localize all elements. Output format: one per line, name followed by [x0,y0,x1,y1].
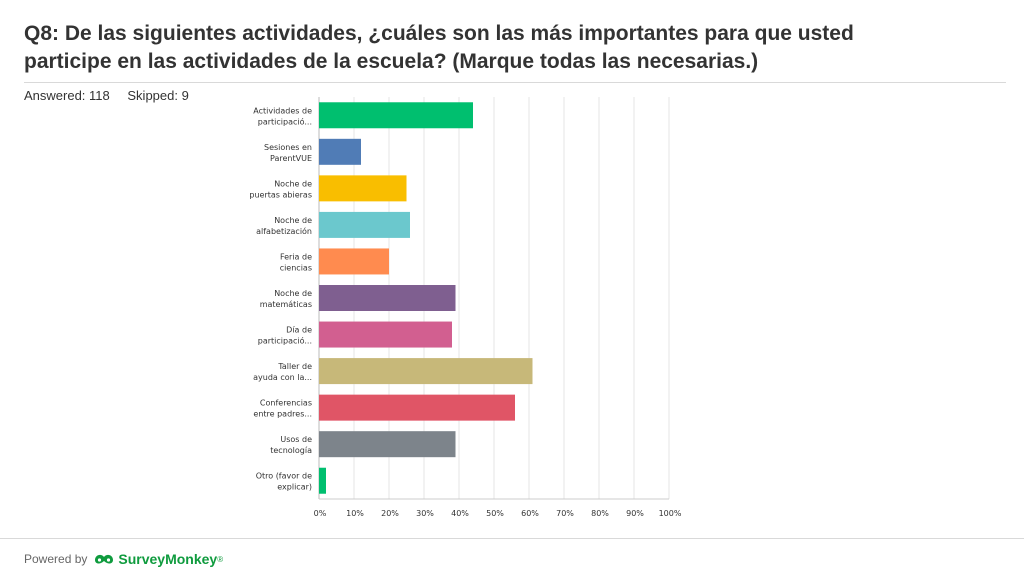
bar[interactable] [319,138,361,165]
category-label: Actividades de participació... [253,106,312,126]
surveymonkey-brand-text: SurveyMonkey [118,551,218,567]
category-label-line: puertas abieras [249,190,312,199]
x-tick-label: 50% [486,509,504,518]
x-tick-label: 80% [591,509,609,518]
category-label: Usos de tecnología [270,435,312,455]
bar[interactable] [319,175,407,202]
category-label-line: tecnología [270,446,312,455]
category-label-line: entre padres... [253,410,312,419]
category-label-line: Día de [286,326,312,335]
x-tick-label: 60% [521,509,539,518]
category-label-line: Otro (favor de [256,472,312,481]
category-label-line: Noche de [274,216,312,225]
bar[interactable] [319,431,456,458]
footer-divider [0,538,1024,539]
chart-bars [319,102,533,494]
x-tick-label: 40% [451,509,469,518]
category-label: Noche de matemáticas [260,289,312,309]
x-tick-label: 30% [416,509,434,518]
surveymonkey-logo-icon [95,554,114,564]
x-tick-label: 0% [314,509,327,518]
category-label: Otro (favor de explicar) [256,472,312,492]
bar[interactable] [319,102,473,129]
category-label-line: participació... [258,336,312,346]
bar[interactable] [319,321,452,348]
bar[interactable] [319,248,389,275]
category-label: Taller de ayuda con la... [253,362,312,382]
category-label-line: Usos de [280,435,312,444]
category-label-line: Actividades de [253,106,312,115]
question-title-line-1: Q8: De las siguientes actividades, ¿cuál… [24,22,854,45]
x-tick-label: 20% [381,509,399,518]
category-label-line: ayuda con la... [253,373,312,382]
bar[interactable] [319,211,410,238]
surveymonkey-logo[interactable]: SurveyMonkey ® [93,551,223,567]
x-tick-label: 10% [346,509,364,518]
question-title: Q8: De las siguientes actividades, ¿cuál… [24,20,1004,76]
bar[interactable] [319,285,456,311]
category-label: Día de participació... [258,326,312,346]
category-label: Conferencias entre padres... [253,399,312,419]
category-label-line: alfabetización [256,226,312,236]
category-label-line: Noche de [274,179,312,188]
category-label-line: Feria de [280,252,312,261]
question-title-line-2: participe en las actividades de la escue… [24,50,759,73]
category-label: Noche de alfabetización [256,216,312,236]
category-label: Feria de ciencias [280,252,312,272]
x-tick-label: 100% [659,509,682,518]
category-label: Sesiones en ParentVUE [264,143,312,163]
category-label-line: explicar) [277,483,312,492]
powered-by-label: Powered by [24,552,88,566]
title-divider [24,82,1006,83]
bar[interactable] [319,394,515,421]
bar[interactable] [319,467,326,494]
category-label: Noche de puertas abieras [249,179,312,199]
answered-count: Answered: 118 [24,88,110,103]
x-tick-label: 70% [556,509,574,518]
category-label-line: Taller de [277,362,312,371]
category-label-line: Conferencias [260,399,312,408]
chart-x-tick-labels: 0% 10% 20% 30% 40% 50% 60% 70% 80% 90% 100% [314,509,682,518]
skipped-count: Skipped: 9 [127,88,189,103]
category-label-line: participació... [258,116,312,126]
response-stats: Answered: 118 Skipped: 9 [24,88,203,103]
footer: Powered by SurveyMonkey ® [24,550,223,568]
category-label-line: ciencias [280,263,312,272]
chart-category-labels: Actividades de participació...Sesiones en… [249,106,312,491]
category-label-line: Sesiones en [264,143,312,152]
x-tick-label: 90% [626,509,644,518]
category-label-line: matemáticas [260,300,312,309]
brand-registered-mark: ® [217,554,224,564]
category-label-line: Noche de [274,289,312,298]
chart-gridlines [318,97,670,500]
category-label-line: ParentVUE [270,154,312,163]
bar[interactable] [319,358,533,385]
